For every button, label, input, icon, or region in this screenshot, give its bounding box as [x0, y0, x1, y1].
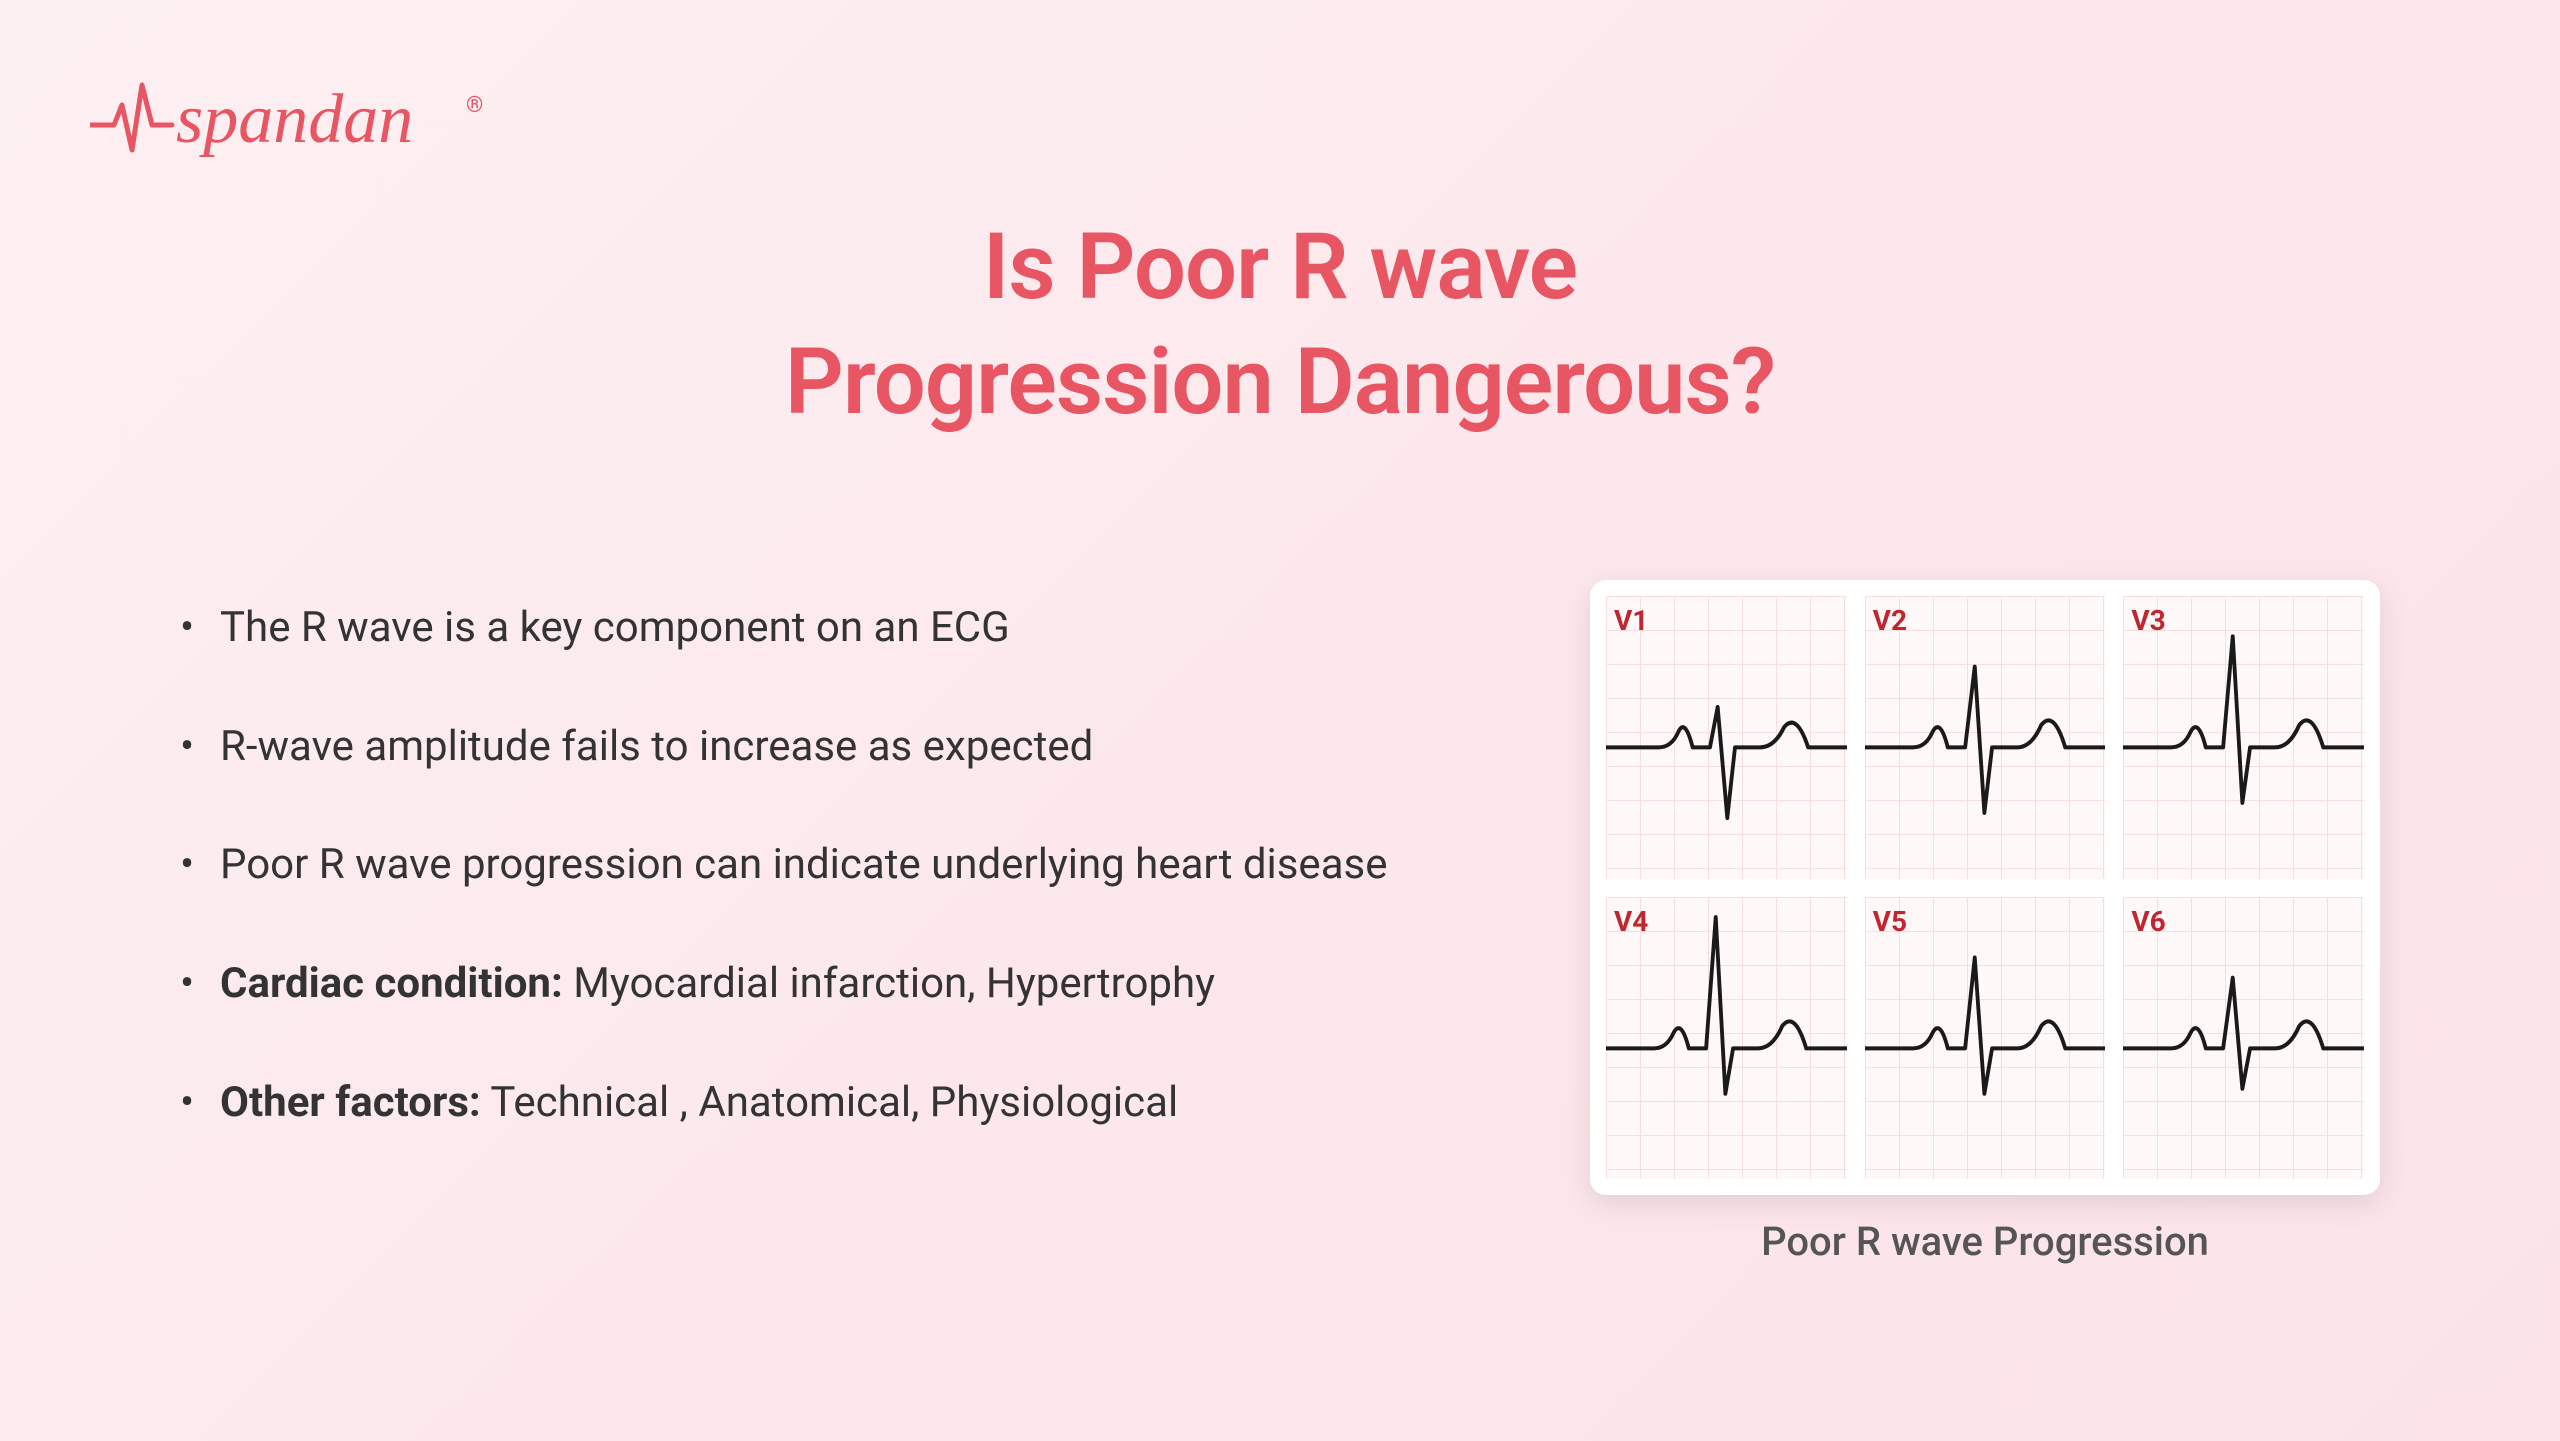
- title-line-2: Progression Dangerous?: [785, 329, 1775, 436]
- brand-name-text: spandan: [176, 81, 413, 158]
- ecg-cell-v3: V3: [2123, 596, 2364, 879]
- ecg-trace-icon: [1865, 596, 2106, 879]
- ecg-trace-icon: [2123, 596, 2364, 879]
- ecg-cell-v4: V4: [1606, 897, 1847, 1180]
- bullet-text: Myocardial infarction, Hypertrophy: [563, 959, 1215, 1008]
- ecg-trace-icon: [1865, 897, 2106, 1180]
- ecg-trace-icon: [1606, 897, 1847, 1180]
- bullet-item: The R wave is a key component on an ECG: [170, 600, 1470, 657]
- registered-mark: ®: [466, 93, 483, 118]
- page-title: Is Poor R wave Progression Dangerous?: [0, 210, 2560, 440]
- bullet-list: The R wave is a key component on an ECG …: [170, 600, 1470, 1193]
- ecg-cell-v1: V1: [1606, 596, 1847, 879]
- logo-svg: spandan: [90, 70, 460, 170]
- bullet-item: R-wave amplitude fails to increase as ex…: [170, 719, 1470, 776]
- ecg-trace-icon: [1606, 596, 1847, 879]
- ecg-cell-v5: V5: [1865, 897, 2106, 1180]
- ecg-trace-icon: [2123, 897, 2364, 1180]
- bullet-item: Poor R wave progression can indicate und…: [170, 837, 1470, 894]
- title-line-1: Is Poor R wave: [983, 214, 1577, 321]
- bullet-text: Poor R wave progression can indicate und…: [220, 840, 1388, 889]
- bullet-item: Cardiac condition: Myocardial infarction…: [170, 956, 1470, 1013]
- brand-logo: spandan ®: [90, 70, 483, 170]
- bullet-bold: Other factors:: [220, 1078, 481, 1127]
- bullet-bold: Cardiac condition:: [220, 959, 563, 1008]
- bullet-text: Technical , Anatomical, Physiological: [481, 1078, 1178, 1127]
- bullet-text: The R wave is a key component on an ECG: [220, 603, 1010, 652]
- bullet-text: R-wave amplitude fails to increase as ex…: [220, 722, 1093, 771]
- ecg-cell-v6: V6: [2123, 897, 2364, 1180]
- ecg-panel: V1 V2 V3 V4 V5 V6: [1590, 580, 2380, 1195]
- ecg-caption: Poor R wave Progression: [1590, 1218, 2380, 1265]
- ecg-cell-v2: V2: [1865, 596, 2106, 879]
- bullet-item: Other factors: Technical , Anatomical, P…: [170, 1075, 1470, 1132]
